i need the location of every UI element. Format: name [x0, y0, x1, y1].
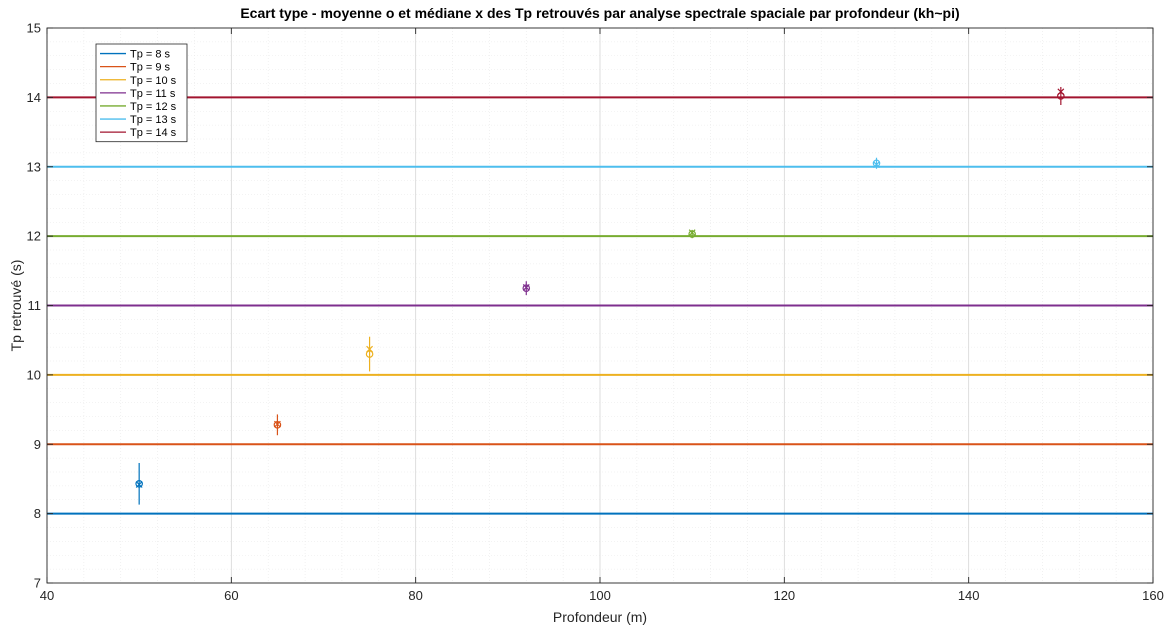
- legend-entry-label: Tp = 14 s: [130, 127, 177, 139]
- y-tick-label: 8: [34, 506, 41, 521]
- legend-entry-label: Tp = 8 s: [130, 49, 171, 61]
- legend-entry-label: Tp = 12 s: [130, 101, 177, 113]
- x-tick-label: 120: [773, 588, 795, 603]
- y-tick-label: 10: [27, 367, 41, 382]
- x-tick-label: 60: [224, 588, 238, 603]
- legend-entry-label: Tp = 13 s: [130, 114, 177, 126]
- plot-area: 40 60 80 100 120 140 160 7 8 9 10 11 12 13 14 15: [27, 21, 1164, 604]
- y-tick-label: 15: [27, 21, 41, 36]
- x-tick-label: 80: [408, 588, 422, 603]
- x-tick-label: 160: [1142, 588, 1164, 603]
- legend: Tp = 8 sTp = 9 sTp = 10 sTp = 11 sTp = 1…: [96, 44, 187, 142]
- x-tick-label: 100: [589, 588, 611, 603]
- legend-entry-label: Tp = 9 s: [130, 62, 171, 74]
- legend-entry-label: Tp = 10 s: [130, 75, 177, 87]
- chart-title: Ecart type - moyenne o et médiane x des …: [240, 5, 959, 21]
- y-axis-label: Tp retrouvé (s): [8, 260, 24, 352]
- x-axis-label: Profondeur (m): [553, 609, 647, 625]
- y-tick-label: 13: [27, 159, 41, 174]
- y-tick-label: 11: [28, 298, 42, 313]
- y-tick-label: 14: [27, 90, 41, 105]
- legend-entry-label: Tp = 11 s: [130, 88, 176, 100]
- x-tick-label: 40: [40, 588, 54, 603]
- y-tick-label: 12: [27, 229, 41, 244]
- y-tick-label: 7: [34, 576, 41, 591]
- y-tick-label: 9: [34, 437, 41, 452]
- x-tick-label: 140: [958, 588, 980, 603]
